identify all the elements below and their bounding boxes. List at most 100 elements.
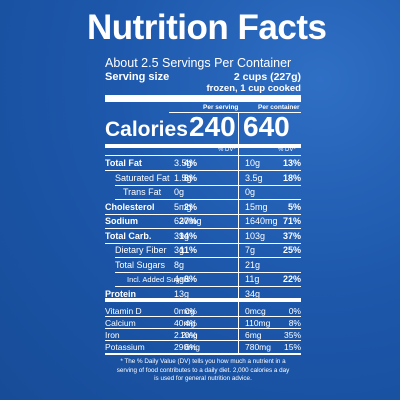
nutrient-row: Dietary Fiber 3g 11% 7g 25% [105, 243, 301, 257]
serving-size-value: 2 cups (227g) [233, 71, 301, 83]
per-serving-amount: 8g [174, 259, 185, 270]
per-container-dv: 71% [282, 216, 301, 226]
nutrient-row: Total Carb. 39g 14% 103g 37% [105, 229, 301, 243]
serving-size-note: frozen, 1 cup cooked [206, 83, 302, 94]
per-serving-dv: 27% [178, 216, 197, 226]
calories-per-serving: 240 [189, 111, 236, 142]
vitamin-row: Calcium 40mg 4% 110mg 8% [105, 316, 301, 330]
per-container-amount: 110mg [245, 318, 271, 328]
per-container-dv: 0% [288, 306, 301, 316]
servings-per-container: About 2.5 Servings Per Container [105, 56, 292, 70]
dv-heading-rule [105, 155, 301, 156]
vitamin-row: Vitamin D 0mcg 0% 0mcg 0% [105, 304, 301, 318]
per-serving-dv: 4% [184, 318, 197, 328]
per-serving-amount: 1.5g [174, 172, 192, 183]
per-container-amount: 0mcg [245, 306, 266, 316]
per-serving-amount: 3g [174, 245, 185, 255]
thick-divider-vitamins [105, 298, 301, 302]
nutrition-facts-panel: Nutrition Facts About 2.5 Servings Per C… [87, 0, 327, 400]
per-container-amount: 0g [245, 187, 256, 197]
nutrient-name: Dietary Fiber [115, 245, 167, 255]
nutrient-row: Protein 13g 34g [105, 287, 301, 301]
per-serving-amount: 630mg [174, 216, 202, 226]
nutrient-row: Trans Fat 0g 0g [105, 185, 301, 199]
row-divider [115, 257, 301, 258]
per-container-dv: 37% [282, 230, 301, 241]
nutrient-name: Total Fat [105, 158, 142, 168]
nutrition-facts-title: Nutrition Facts [87, 8, 327, 47]
vitamin-row: Iron 2.2mg 10% 6mg 35% [105, 328, 301, 342]
footnote: * The % Daily Value (DV) tells you how m… [116, 358, 290, 382]
per-heading-rule [169, 112, 301, 113]
per-container-amount: 34g [245, 288, 261, 299]
per-container-dv: 8% [288, 318, 301, 328]
per-container-dv: 22% [282, 274, 301, 284]
nutrient-name: Cholesterol [105, 201, 155, 212]
row-divider [115, 271, 301, 273]
per-serving-dv: 14% [178, 230, 197, 241]
per-container-amount: 10g [245, 158, 261, 168]
vitamin-row: Potassium 290mg 6% 780mg 15% [105, 340, 301, 354]
per-container-amount: 7g [245, 245, 256, 255]
dv-heading-serving: % DV* [218, 147, 236, 153]
row-divider [115, 286, 301, 287]
row-divider [105, 228, 301, 229]
per-serving-amount: 2.2mg [174, 330, 198, 340]
per-serving-dv: 0% [184, 306, 197, 316]
per-container-dv: 5% [287, 201, 301, 212]
per-serving-amount: 3.5g [174, 158, 192, 168]
per-serving-amount: 5mg [174, 201, 192, 212]
per-serving-dv: 10% [179, 330, 197, 340]
per-container-dv: 15% [283, 342, 301, 352]
nutrient-row: Total Fat 3.5g 4% 10g 13% [105, 156, 301, 170]
per-serving-dv: 8% [183, 172, 197, 183]
per-serving-dv: 2% [183, 201, 197, 212]
per-serving-heading: Per serving [203, 104, 239, 111]
calories-per-container: 640 [243, 111, 290, 142]
per-serving-amount: 39g [174, 230, 190, 241]
row-divider [105, 339, 301, 341]
per-serving-dv: 6% [184, 342, 197, 352]
per-serving-dv: 8% [183, 274, 197, 284]
row-divider [105, 242, 301, 244]
vitamin-name: Vitamin D [105, 306, 142, 316]
per-container-amount: 11g [245, 274, 260, 284]
nutrient-name: Saturated Fat [115, 172, 170, 183]
per-serving-amount: 13g [174, 288, 190, 299]
row-divider [105, 170, 301, 171]
per-serving-dv: 4% [183, 158, 197, 168]
nutrient-name: Total Carb. [105, 230, 152, 241]
per-container-dv: 18% [282, 172, 301, 183]
per-serving-amount: 0mcg [174, 306, 195, 316]
nutrient-row: Saturated Fat 1.5g 8% 3.5g 18% [105, 171, 301, 185]
per-container-heading: Per container [258, 104, 300, 111]
per-container-dv: 13% [282, 158, 301, 168]
thick-divider-calories [105, 144, 301, 148]
divider-footnote [105, 353, 301, 355]
row-divider [115, 199, 301, 200]
vitamin-name: Potassium [105, 342, 145, 352]
nutrient-name: Incl. Added Sugars [127, 275, 190, 284]
column-divider [238, 112, 239, 299]
per-container-dv: 25% [282, 245, 301, 255]
serving-size-label: Serving size [105, 71, 170, 83]
nutrient-row: Cholesterol 5mg 2% 15mg 5% [105, 200, 301, 214]
per-serving-dv: 11% [179, 245, 197, 255]
per-serving-amount: 4g [174, 274, 185, 284]
vitamin-name: Calcium [105, 318, 136, 328]
per-container-amount: 6mg [245, 330, 262, 340]
per-container-amount: 780mg [245, 342, 271, 352]
nutrient-row: Total Sugars 8g 21g [105, 258, 301, 272]
nutrient-name: Total Sugars [115, 259, 166, 270]
per-container-amount: 3.5g [245, 172, 263, 183]
vitamin-name: Iron [105, 330, 120, 340]
nutrient-name: Protein [105, 288, 137, 299]
nutrient-row: Incl. Added Sugars 4g 8% 11g 22% [105, 272, 301, 286]
per-serving-amount: 290mg [174, 342, 200, 352]
per-serving-amount: 0g [174, 187, 185, 197]
nutrient-name: Sodium [105, 216, 138, 226]
dv-heading-container: % DV* [278, 147, 296, 153]
per-serving-amount: 40mg [174, 318, 196, 328]
per-container-dv: 35% [283, 330, 301, 340]
calories-label: Calories [105, 118, 188, 141]
